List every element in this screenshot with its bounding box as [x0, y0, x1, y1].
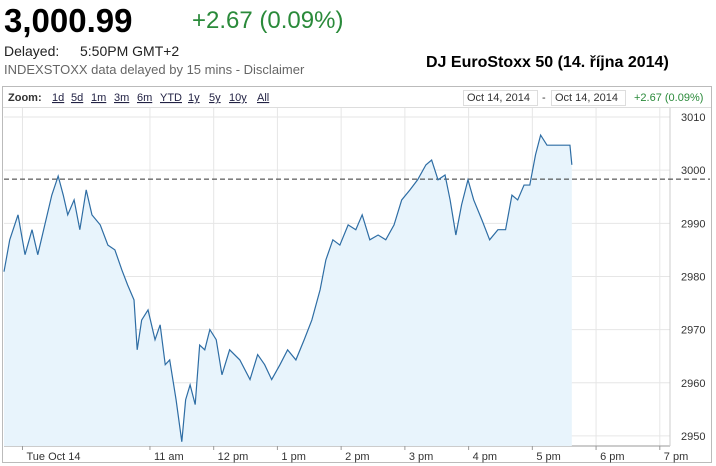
x-tick-label: 1 pm — [281, 451, 305, 463]
y-tick-label: 2980 — [681, 271, 705, 283]
x-tick-label: 12 pm — [218, 451, 249, 463]
zoom-option[interactable]: 3m — [114, 92, 129, 104]
date-to[interactable]: Oct 14, 2014 — [555, 92, 618, 104]
range-change: +2.67 (0.09%) — [634, 92, 703, 104]
delayed-time: 5:50PM GMT+2 — [80, 43, 180, 59]
price: 3,000.99 — [4, 2, 133, 39]
zoom-option[interactable]: 1y — [188, 92, 200, 104]
y-tick-label: 2990 — [681, 218, 705, 230]
price-change: +2.67 (0.09%) — [192, 7, 344, 34]
line — [3, 133, 573, 442]
zoom-label: Zoom: — [8, 92, 42, 104]
zoom-option[interactable]: 5y — [209, 92, 221, 104]
x-tick-label: 6 pm — [600, 451, 624, 463]
zoom-option[interactable]: 1m — [91, 92, 106, 104]
zoom-option[interactable]: 1d — [52, 92, 64, 104]
date-from[interactable]: Oct 14, 2014 — [467, 92, 530, 104]
date-box[interactable] — [463, 90, 538, 106]
zoom-option[interactable]: 5d — [71, 92, 83, 104]
chart-frame — [2, 86, 712, 463]
x-tick-label: 7 pm — [664, 451, 688, 463]
y-tick-label: 3000 — [681, 165, 705, 177]
x-tick-label: 11 am — [154, 451, 184, 463]
date-separator: - — [542, 92, 546, 104]
x-tick-label: 5 pm — [536, 451, 560, 463]
y-tick-label: 2960 — [681, 378, 705, 390]
y-tick-label: 2970 — [681, 325, 705, 337]
date-box[interactable] — [551, 90, 626, 106]
zoom-option[interactable]: 6m — [137, 92, 152, 104]
area — [4, 135, 572, 446]
y-tick-label: 3010 — [681, 112, 705, 124]
zoom-option[interactable]: 10y — [229, 92, 247, 104]
zoom-option[interactable]: YTD — [160, 92, 182, 104]
zoom-option[interactable]: All — [257, 92, 269, 104]
x-tick-label: 3 pm — [409, 451, 433, 463]
x-tick-label: 2 pm — [345, 451, 369, 463]
chart-title: DJ EuroStoxx 50 (14. října 2014) — [426, 54, 669, 71]
x-tick-label: Tue Oct 14 — [26, 451, 80, 463]
delay-note: INDEXSTOXX data delayed by 15 mins - Dis… — [4, 62, 305, 77]
delayed-label: Delayed: — [4, 43, 60, 59]
x-tick-label: 4 pm — [473, 451, 497, 463]
y-tick-label: 2950 — [681, 431, 705, 443]
